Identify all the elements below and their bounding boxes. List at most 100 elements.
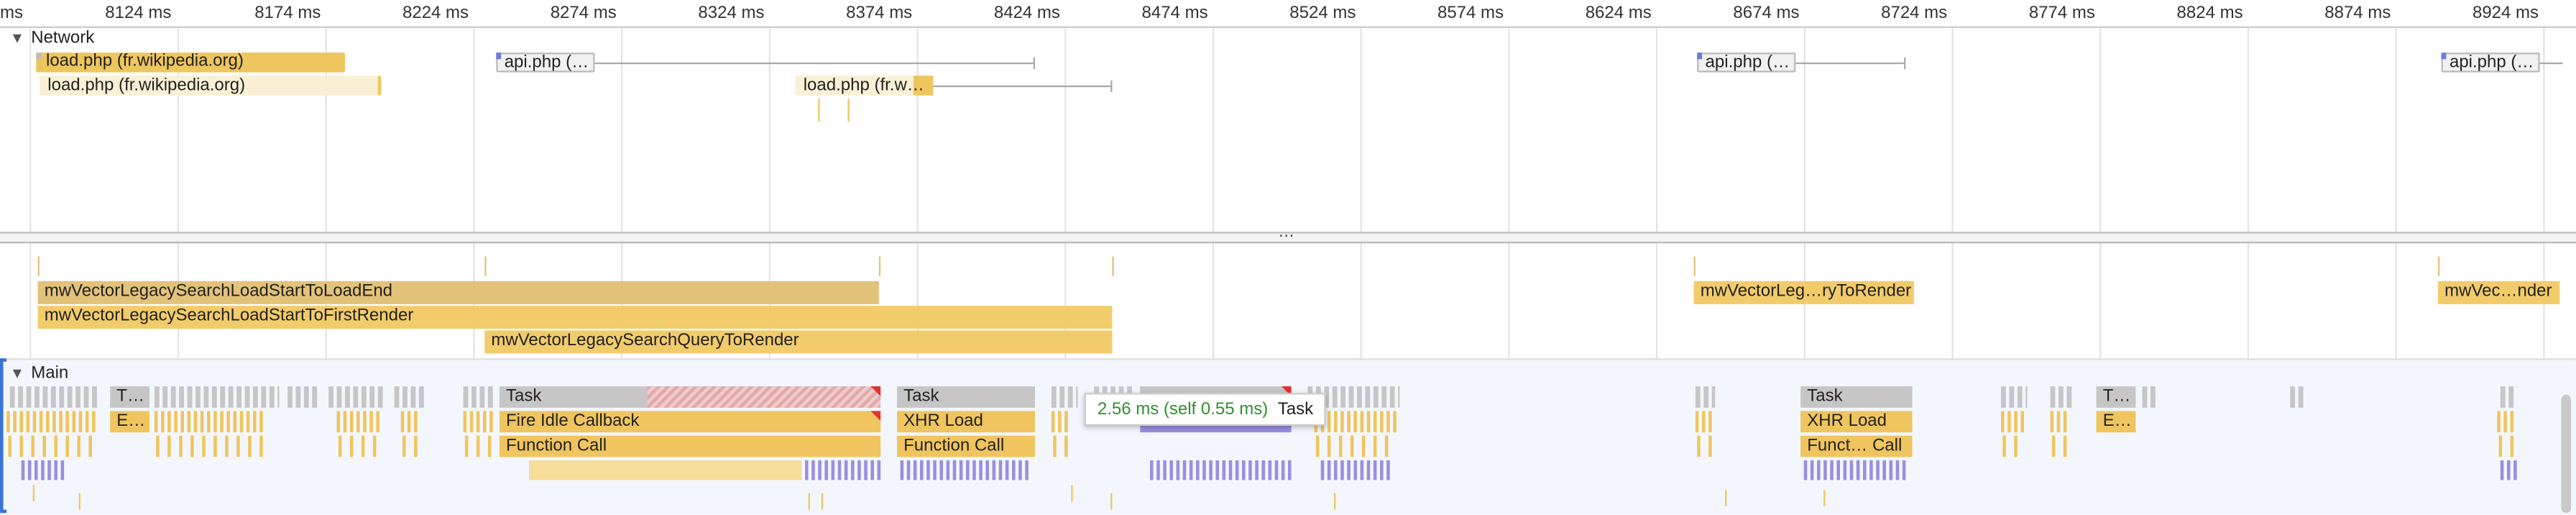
timing-marker [878, 256, 881, 276]
flame-task[interactable]: T… [2096, 386, 2136, 408]
flame-task[interactable]: Task [1800, 386, 1913, 408]
flame-slice [1324, 386, 1330, 408]
flame-evaluate[interactable]: E… [2096, 411, 2136, 433]
flame-slice [2050, 386, 2056, 408]
flame-slice [1333, 493, 1336, 510]
flame-slice [1361, 435, 1366, 457]
flame-xhr-load[interactable]: XHR Load [1800, 411, 1913, 433]
flame-slice [162, 386, 168, 408]
flame-slice [1373, 460, 1377, 480]
timing-bar[interactable]: mwVectorLegacySearchLoadStartToFirstRend… [37, 306, 1113, 329]
flame-fire-idle-callback[interactable]: Fire Idle Callback [499, 411, 881, 433]
flame-slice [1386, 411, 1390, 433]
flame-slice [195, 386, 201, 408]
flame-slice [67, 386, 73, 408]
network-request-4[interactable] [1697, 53, 1796, 73]
flame-slice [482, 411, 487, 433]
flame-slice [965, 460, 970, 480]
flame-slice [1169, 460, 1173, 480]
flame-slice [821, 493, 824, 510]
flame-slice [1697, 435, 1701, 457]
flame-slice [303, 386, 309, 408]
flame-slice [1005, 460, 1009, 480]
flame-slice [1379, 411, 1384, 433]
tooltip-name: Task [1277, 399, 1314, 419]
flame-slice [363, 411, 367, 433]
flame-slice [469, 411, 474, 433]
flame-task[interactable]: Task [896, 386, 1035, 408]
flame-function-call[interactable]: Funct… Call [1800, 435, 1913, 457]
timing-bar[interactable]: mwVectorLegacySearchQueryToRender [484, 330, 1113, 354]
flame-slice [47, 460, 51, 480]
flame-slice [1384, 435, 1389, 457]
flame-slice [850, 460, 855, 480]
network-request-5[interactable] [2441, 53, 2540, 73]
flame-slice [1051, 411, 1055, 433]
flame-slice [1202, 460, 1206, 480]
timing-bar[interactable]: mwVec…nder [2437, 281, 2560, 304]
flame-slice [269, 386, 275, 408]
flame-slice [349, 435, 354, 457]
flame-slice [402, 435, 406, 457]
pane-splitter[interactable]: … [0, 224, 2576, 244]
flame-slice [1333, 411, 1338, 433]
flame-slice [19, 411, 23, 433]
network-request-2[interactable] [496, 53, 595, 73]
flame-slice [6, 411, 10, 433]
flame-xhr-load[interactable]: XHR Load [896, 411, 1035, 433]
splitter-grip-icon: … [1278, 223, 1295, 242]
flame-slice [1695, 386, 1701, 408]
network-track-header[interactable]: ▼ Network [10, 28, 95, 47]
flame-slice [2000, 386, 2006, 408]
flame-slice [160, 411, 165, 433]
flame-slice [206, 411, 211, 433]
flame-slice [1228, 460, 1233, 480]
flame-slice [2066, 386, 2072, 408]
collapse-caret-icon: ▼ [9, 29, 25, 46]
flame-slice [228, 386, 234, 408]
main-thread-track[interactable] [0, 358, 2576, 515]
network-request-1[interactable] [39, 76, 382, 96]
grid-line [325, 0, 327, 515]
flame-slice [220, 386, 226, 408]
flame-slice [2497, 411, 2501, 433]
flame-slice [1176, 460, 1180, 480]
request-whisker-end [1110, 80, 1113, 92]
network-request-0[interactable] [36, 53, 345, 73]
flame-slice [45, 411, 50, 433]
flame-slice [1274, 460, 1279, 480]
flame-slice [179, 386, 184, 408]
flame-slice [979, 460, 983, 480]
flame-slice [52, 411, 56, 433]
flame-task[interactable]: T… [110, 386, 150, 408]
flame-slice [1340, 411, 1344, 433]
timing-bar[interactable]: mwVectorLegacySearchLoadStartToLoadEnd [37, 281, 879, 304]
flame-slice [244, 386, 250, 408]
vertical-scrollbar[interactable] [2561, 394, 2572, 514]
time-ruler[interactable]: ms 8124 ms 8174 ms 8224 ms 8274 ms 8324 ms 837… [0, 0, 2576, 28]
flame-evaluate[interactable]: E… [110, 411, 150, 433]
network-request-3[interactable] [795, 76, 934, 96]
flame-slice [1347, 411, 1351, 433]
flame-slice [1348, 386, 1354, 408]
grid-line [620, 0, 623, 515]
grid-line [1212, 0, 1215, 515]
flame-slice [1803, 460, 1808, 480]
flame-slice [1360, 411, 1364, 433]
ruler-tick-label: 8924 ms [2472, 3, 2539, 23]
flame-function-call[interactable]: Function Call [499, 435, 881, 457]
flame-slice [59, 411, 63, 433]
flame-function-call[interactable]: Function Call [896, 435, 1035, 457]
ruler-tick-label: 8774 ms [2028, 3, 2095, 23]
flame-slice [952, 460, 957, 480]
flame-slice [369, 411, 373, 433]
grid-line [1803, 0, 1806, 515]
main-track-header[interactable]: ▼ Main [10, 363, 69, 383]
timing-bar[interactable]: mwVectorLeg…ryToRender [1693, 281, 1914, 304]
flame-slice [1830, 460, 1834, 480]
grid-line [1951, 0, 1954, 515]
flame-slice [343, 411, 347, 433]
network-request-label: api.php (… [2449, 53, 2534, 73]
flame-slice [248, 435, 252, 457]
flame-slice [479, 386, 485, 408]
